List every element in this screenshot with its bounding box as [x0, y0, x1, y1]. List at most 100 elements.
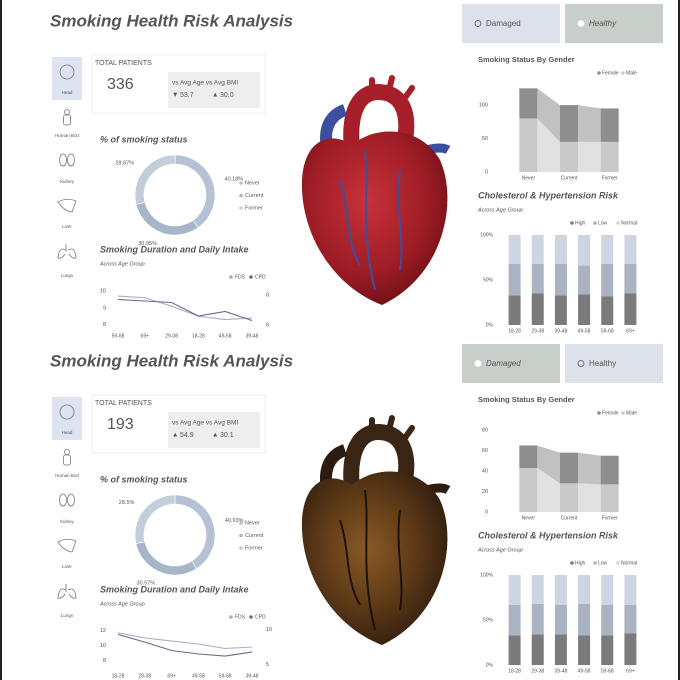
line-series	[117, 295, 253, 321]
ribbon-bar	[600, 455, 619, 485]
nav-icon[interactable]	[59, 404, 75, 420]
legend-label: Female	[602, 70, 619, 76]
stacked-bar	[601, 263, 614, 297]
icon-shape	[63, 454, 71, 466]
nav-icon[interactable]	[57, 198, 77, 213]
chart-title: Smoking Duration and Daily Intake	[100, 244, 249, 254]
nav-icon[interactable]	[63, 449, 71, 466]
kpi-value: 193	[107, 416, 134, 433]
x-tick-label: 69+	[141, 333, 150, 339]
nav-highlight	[52, 57, 82, 100]
legend-marker	[616, 221, 620, 225]
icon-shape	[57, 538, 77, 553]
legend-label: Former	[245, 545, 263, 551]
legend-marker	[597, 411, 601, 415]
x-tick-label: 39-48	[555, 328, 568, 334]
y2-tick-label: 6	[266, 322, 269, 328]
stacked-bar	[554, 235, 567, 264]
heart-body	[301, 471, 448, 645]
heart-vessel	[343, 83, 415, 151]
kpi-arrow: ▲	[212, 92, 218, 99]
ribbon-bar	[519, 88, 538, 119]
nav-icon[interactable]	[57, 538, 77, 553]
data-label: 28.87%	[115, 160, 134, 166]
stacked-bar	[601, 296, 614, 325]
y-tick-label: 50	[482, 136, 488, 142]
y-tick-label: 100%	[480, 572, 493, 578]
toggle-button[interactable]: Damaged	[462, 344, 560, 383]
button-radio	[577, 20, 585, 27]
nav-icon[interactable]	[59, 64, 75, 80]
legend-marker	[621, 71, 625, 75]
nav-label[interactable]: Head	[62, 90, 73, 95]
y-tick-label: 10	[100, 288, 106, 294]
nav-label[interactable]: Liver	[62, 564, 72, 569]
line-series	[117, 298, 253, 322]
stacked-bar	[554, 575, 567, 605]
toggle-button[interactable]: Damaged	[462, 4, 560, 43]
panel: Smoking Health Risk Analysis Damaged Healt…	[50, 344, 663, 679]
button-label[interactable]: Damaged	[486, 19, 521, 28]
button-bg[interactable]	[565, 344, 663, 383]
nav-label[interactable]: Lungs	[61, 273, 74, 278]
y2-tick-label: 10	[266, 627, 272, 633]
nav-icon[interactable]	[59, 153, 75, 167]
nav-icon[interactable]	[63, 109, 71, 126]
y2-tick-label: 5	[266, 662, 269, 668]
y-tick-label: 50%	[483, 617, 494, 623]
toggle-button[interactable]: Healthy	[565, 344, 663, 383]
stacked-bar	[578, 294, 591, 325]
heart-vessel	[369, 415, 415, 445]
x-tick-label: 39-48	[246, 673, 259, 679]
x-tick-label: 39-48	[246, 333, 259, 339]
icon-shape	[59, 64, 75, 80]
legend-marker	[239, 193, 243, 198]
ribbon-link	[537, 118, 560, 172]
stacked-bar	[624, 293, 637, 325]
button-label[interactable]: Damaged	[486, 359, 521, 368]
chart-subtitle: Across Age Group	[477, 207, 523, 213]
nav-label[interactable]: Kidney	[60, 179, 75, 184]
nav-icon[interactable]	[59, 493, 75, 507]
nav-label[interactable]: Human Bod	[55, 133, 79, 138]
nav-icon[interactable]	[57, 244, 77, 259]
line-series	[117, 632, 253, 650]
ribbon-bar	[519, 467, 538, 512]
ribbon-link	[537, 88, 560, 142]
nav-label[interactable]: Head	[62, 430, 73, 435]
stacked-bar	[578, 603, 591, 636]
stacked-bar	[624, 633, 637, 665]
x-tick-label: Former	[602, 515, 618, 521]
legend-label: Current	[245, 533, 264, 539]
x-tick-label: 59-68	[601, 668, 614, 674]
y-tick-label: 60	[482, 448, 488, 454]
chart-title: Smoking Status By Gender	[478, 55, 575, 64]
ribbon-bar	[560, 105, 578, 142]
button-label[interactable]: Healthy	[589, 19, 617, 28]
data-label: 40.93%	[225, 518, 244, 524]
line-series	[117, 633, 253, 657]
nav-icon[interactable]	[57, 584, 77, 599]
chart-subtitle: Across Age Group	[99, 601, 145, 607]
ribbon-link	[578, 483, 601, 512]
x-tick-label: Never	[522, 515, 536, 521]
nav-highlight	[52, 397, 82, 440]
x-tick-label: 29-38	[165, 333, 178, 339]
x-tick-label: 18-28	[112, 673, 125, 679]
ribbon-bar	[600, 108, 619, 142]
heart-vein	[339, 489, 403, 631]
button-label[interactable]: Healthy	[589, 359, 616, 368]
button-bg[interactable]	[462, 4, 560, 43]
nav-label[interactable]: Human Bod	[55, 473, 79, 478]
legend-label: Male	[626, 70, 637, 76]
icon-shape	[57, 244, 77, 259]
nav-label[interactable]: Liver	[62, 224, 72, 229]
stacked-bar	[554, 604, 567, 635]
nav-label[interactable]: Kidney	[60, 519, 75, 524]
stacked-bar	[578, 265, 591, 295]
toggle-button[interactable]: Healthy	[565, 4, 663, 43]
kpi-arrow: ▲	[212, 432, 218, 439]
legend-label: Low	[598, 220, 608, 226]
nav-label[interactable]: Lungs	[61, 613, 74, 618]
